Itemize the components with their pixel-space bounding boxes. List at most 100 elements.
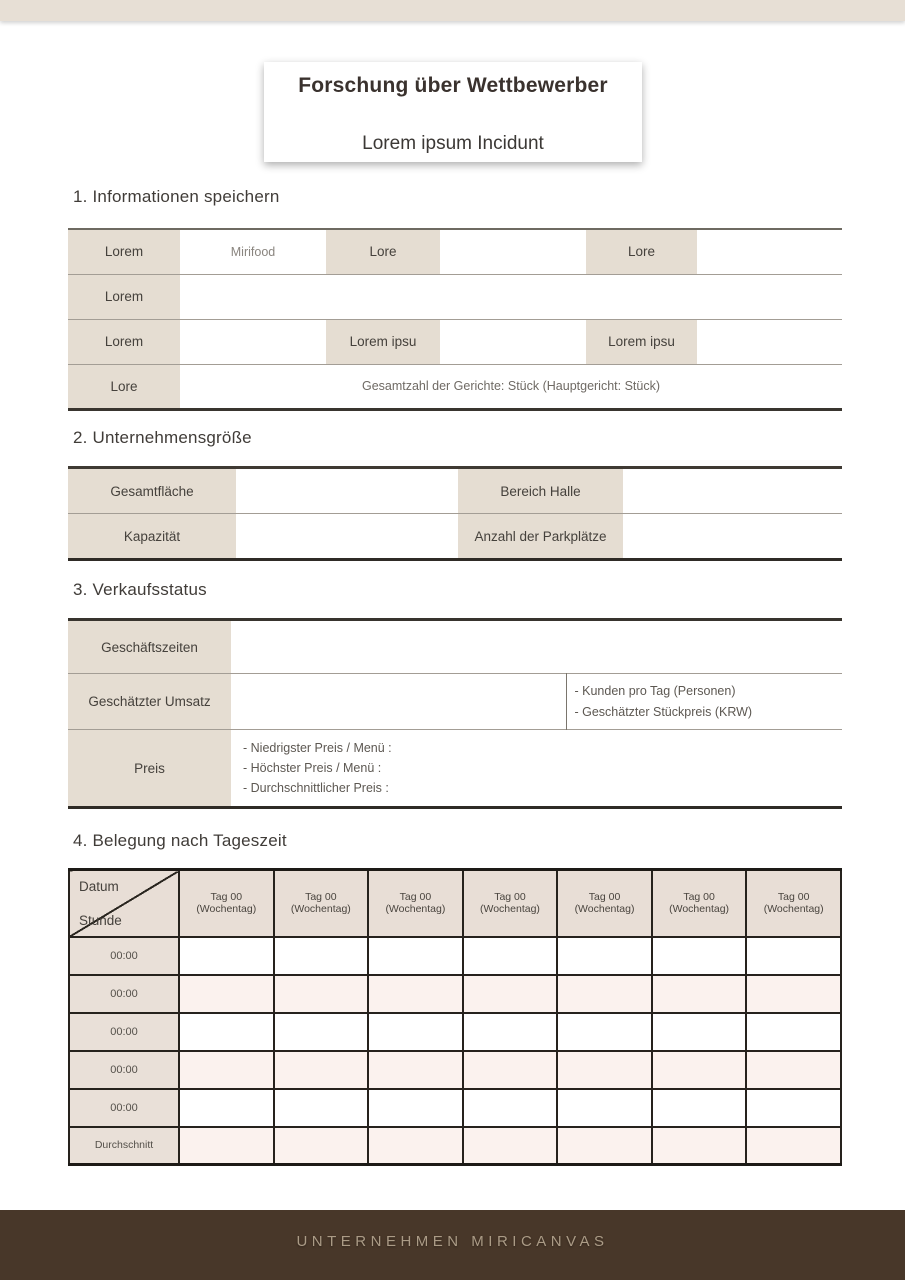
table-row: 00:00 (68, 935, 842, 976)
input-cell[interactable] (440, 229, 586, 274)
occupancy-cell[interactable] (367, 1011, 464, 1052)
occupancy-cell[interactable] (461, 973, 559, 1014)
input-cell[interactable] (623, 514, 842, 560)
occupancy-cell[interactable] (461, 1011, 559, 1052)
day-header-cell: Tag 00 (Wochentag) (650, 868, 748, 938)
occupancy-cell[interactable] (178, 1049, 275, 1090)
day-header-cell: Tag 00 (Wochentag) (178, 868, 275, 938)
size-label-cell: Anzahl der Parkplätze (458, 513, 623, 560)
table-row: Lorem (68, 274, 842, 319)
occupancy-cell[interactable] (745, 935, 842, 976)
price-line: - Durchschnittlicher Preis : (243, 781, 389, 795)
revenue-notes: - Kunden pro Tag (Personen) - Geschätzte… (565, 673, 842, 730)
input-cell[interactable] (180, 274, 842, 319)
price-lines: - Niedrigster Preis / Menü : - Höchster … (231, 730, 842, 808)
occupancy-cell[interactable] (556, 973, 653, 1014)
occupancy-cell[interactable] (461, 935, 559, 976)
table-row: Lore Gesamtzahl der Gerichte: Stück (Hau… (68, 364, 842, 409)
occupancy-cell[interactable] (745, 1087, 842, 1128)
occupancy-cell[interactable] (178, 1125, 275, 1166)
occupancy-cell[interactable] (745, 1049, 842, 1090)
day-header-cell: Tag 00 (Wochentag) (461, 868, 559, 938)
day-header-cell: Tag 00 (Wochentag) (556, 868, 653, 938)
sales-label-cell: Geschäftszeiten (68, 619, 231, 674)
occupancy-cell[interactable] (272, 973, 370, 1014)
occupancy-cell[interactable] (178, 1011, 275, 1052)
input-cell[interactable] (231, 620, 842, 674)
info-label-cell: Lorem (68, 274, 180, 319)
occupancy-cell[interactable] (272, 1125, 370, 1166)
info-label-cell: Lorem (68, 319, 180, 364)
input-cell[interactable] (231, 674, 566, 730)
occupancy-cell[interactable] (556, 1049, 653, 1090)
table-row: Lorem Lorem ipsu Lorem ipsu (68, 319, 842, 364)
occupancy-cell[interactable] (272, 935, 370, 976)
table-row: 00:00 (68, 1087, 842, 1128)
input-cell[interactable] (697, 229, 842, 274)
occupancy-cell[interactable] (650, 1087, 748, 1128)
table-header-row: Datum Stunde Tag 00 (Wochentag) Tag 00 (… (68, 868, 842, 938)
size-label-cell: Gesamtfläche (68, 467, 236, 514)
occupancy-cell[interactable] (178, 1087, 275, 1128)
info-label-cell: Lorem ipsu (586, 319, 697, 364)
occupancy-cell[interactable] (272, 1049, 370, 1090)
section-3-heading: 3. Verkaufsstatus (73, 580, 207, 599)
average-label-cell: Durchschnitt (68, 1125, 180, 1166)
section-1-heading: 1. Informationen speichern (73, 187, 280, 206)
occupancy-cell[interactable] (272, 1011, 370, 1052)
day-header-cell: Tag 00 (Wochentag) (367, 868, 464, 938)
occupancy-cell[interactable] (556, 1125, 653, 1166)
input-cell[interactable] (697, 319, 842, 364)
occupancy-cell[interactable] (367, 1125, 464, 1166)
day-header-cell: Tag 00 (Wochentag) (272, 868, 370, 938)
company-size-table: Gesamtfläche Bereich Halle Kapazität Anz… (68, 466, 842, 561)
corner-datum-stunde-cell: Datum Stunde (68, 868, 180, 938)
table-row: Geschätzter Umsatz - Kunden pro Tag (Per… (68, 673, 842, 730)
info-table: Lorem Mirifood Lore Lore Lorem Lorem Lor… (68, 228, 842, 411)
occupancy-cell[interactable] (461, 1087, 559, 1128)
occupancy-cell[interactable] (461, 1049, 559, 1090)
time-label-cell: 00:00 (68, 1011, 180, 1052)
footer-text: UNTERNEHMEN MIRICANVAS (296, 1233, 609, 1250)
table-row: Gesamtfläche Bereich Halle (68, 467, 842, 514)
occupancy-cell[interactable] (367, 973, 464, 1014)
occupancy-cell[interactable] (650, 935, 748, 976)
occupancy-cell[interactable] (367, 935, 464, 976)
corner-label-stunde: Stunde (79, 912, 122, 928)
table-row: 00:00 (68, 1049, 842, 1090)
occupancy-cell[interactable] (272, 1087, 370, 1128)
occupancy-cell[interactable] (556, 935, 653, 976)
occupancy-cell[interactable] (650, 1049, 748, 1090)
input-cell[interactable] (180, 319, 326, 364)
input-cell[interactable] (236, 514, 458, 560)
input-cell[interactable] (623, 468, 842, 514)
title-box: Forschung über Wettbewerber Lorem ipsum … (264, 62, 642, 162)
dish-count-note: Gesamtzahl der Gerichte: Stück (Hauptger… (361, 379, 661, 393)
occupancy-cell[interactable] (650, 1125, 748, 1166)
occupancy-cell[interactable] (650, 1011, 748, 1052)
occupancy-cell[interactable] (367, 1049, 464, 1090)
occupancy-cell[interactable] (556, 1087, 653, 1128)
occupancy-cell[interactable] (556, 1011, 653, 1052)
size-label-cell: Bereich Halle (458, 467, 623, 514)
occupancy-cell[interactable] (178, 935, 275, 976)
occupancy-cell[interactable] (650, 973, 748, 1014)
occupancy-cell[interactable] (745, 1011, 842, 1052)
sales-label-cell: Preis (68, 729, 231, 808)
occupancy-cell[interactable] (461, 1125, 559, 1166)
sales-label-cell: Geschätzter Umsatz (68, 673, 231, 730)
occupancy-cell[interactable] (178, 973, 275, 1014)
time-label-cell: 00:00 (68, 935, 180, 976)
header-bar-beige (0, 0, 905, 21)
occupancy-table: Datum Stunde Tag 00 (Wochentag) Tag 00 (… (68, 868, 842, 1166)
input-cell[interactable] (236, 468, 458, 514)
sales-status-table: Geschäftszeiten Geschätzter Umsatz - Kun… (68, 618, 842, 809)
info-value-cell: Mirifood (230, 244, 276, 259)
occupancy-cell[interactable] (367, 1087, 464, 1128)
input-cell[interactable] (440, 319, 586, 364)
size-label-cell: Kapazität (68, 513, 236, 560)
occupancy-cell[interactable] (745, 973, 842, 1014)
table-row: Preis - Niedrigster Preis / Menü : - Höc… (68, 729, 842, 808)
price-line: - Niedrigster Preis / Menü : (243, 741, 392, 755)
occupancy-cell[interactable] (745, 1125, 842, 1166)
